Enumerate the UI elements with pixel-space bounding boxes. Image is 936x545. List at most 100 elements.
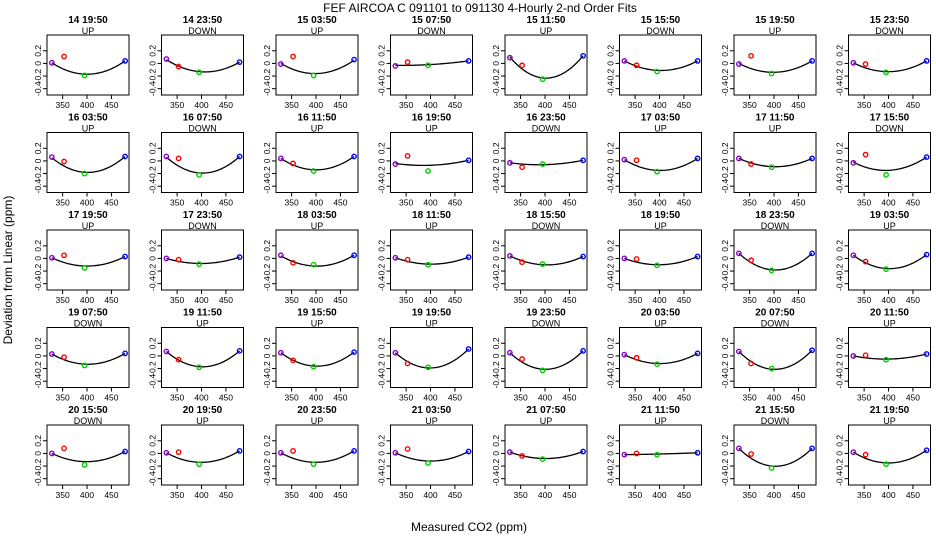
y-tick-label: 0: [377, 256, 387, 261]
y-tick-label: -0.4: [835, 276, 845, 291]
y-tick-label: -0.2: [148, 361, 158, 376]
panel-time-label: 17 15:50: [870, 113, 910, 124]
panel-time-label: 19 03:50: [870, 210, 910, 221]
panel-direction-label: UP: [196, 319, 209, 329]
panel-time-label: 15 15:50: [641, 15, 681, 26]
data-point: [351, 252, 357, 259]
panel-direction-label: DOWN: [532, 124, 561, 134]
x-tick-label: 450: [104, 393, 118, 403]
panel-time-label: 19 23:50: [526, 308, 566, 319]
data-point: [61, 252, 67, 259]
panel-direction-label: DOWN: [188, 221, 217, 231]
y-tick-label: 0: [606, 61, 616, 66]
y-tick-label: 0: [33, 61, 43, 66]
data-point: [236, 347, 243, 354]
y-tick-label: -0.2: [835, 458, 845, 473]
x-tick-label: 450: [219, 295, 233, 305]
data-point: [61, 53, 67, 60]
panel-time-label: 15 07:50: [412, 15, 452, 26]
y-tick-label: -0.4: [491, 276, 501, 291]
y-tick-label: 0: [377, 353, 387, 358]
fit-curve: [509, 55, 584, 79]
chart-title: FEF AIRCOA C 091101 to 091130 4-Hourly 2…: [323, 1, 637, 15]
panel-direction-label: UP: [82, 124, 95, 134]
y-tick-label: 0.2: [606, 142, 616, 154]
data-point: [175, 256, 182, 263]
data-point: [163, 56, 170, 62]
x-tick-label: 350: [857, 295, 871, 305]
panel-frame: [504, 132, 588, 193]
x-tick-label: 350: [285, 295, 299, 305]
x-tick-label: 400: [881, 295, 895, 305]
data-point: [175, 155, 182, 162]
data-point: [81, 362, 88, 369]
x-tick-label: 350: [285, 393, 299, 403]
y-tick-label: 0.2: [262, 435, 272, 447]
y-tick-label: -0.4: [720, 471, 730, 486]
data-point: [351, 349, 357, 356]
panel-frame: [504, 327, 588, 388]
x-tick-label: 450: [448, 198, 462, 208]
y-tick-label: -0.2: [377, 166, 387, 181]
data-point: [519, 164, 525, 171]
panel-time-label: 17 23:50: [183, 210, 223, 221]
x-tick-label: 450: [333, 100, 347, 110]
y-tick-label: -0.2: [720, 458, 730, 473]
x-tick-label: 400: [881, 100, 895, 110]
x-tick-label: 450: [448, 295, 462, 305]
y-tick-label: 0: [148, 256, 158, 261]
data-point: [392, 63, 399, 69]
y-tick-label: 0: [606, 256, 616, 261]
panel-frame: [161, 327, 244, 388]
fit-curve: [395, 159, 469, 167]
panel-time-label: 17 03:50: [641, 113, 681, 124]
fit-curve: [738, 60, 813, 73]
y-tick-label: -0.2: [148, 166, 158, 181]
data-point: [519, 453, 525, 459]
x-tick-label: 350: [56, 100, 70, 110]
data-point: [850, 353, 857, 359]
y-tick-label: 0.2: [377, 142, 387, 154]
panel-frame: [275, 132, 359, 193]
panel-time-label: 16 07:50: [183, 113, 223, 124]
fit-curve: [166, 450, 240, 463]
panel-direction-label: UP: [654, 124, 667, 134]
y-tick-label: 0: [262, 256, 272, 261]
x-tick-label: 450: [219, 393, 233, 403]
y-tick-label: -0.2: [262, 68, 272, 83]
y-tick-label: -0.2: [262, 361, 272, 376]
data-point: [768, 164, 775, 171]
x-tick-label: 400: [80, 490, 94, 500]
x-tick-label: 450: [906, 198, 920, 208]
data-point: [768, 465, 775, 471]
panel-time-label: 17 19:50: [68, 210, 108, 221]
panel-direction-label: DOWN: [875, 124, 904, 134]
y-tick-label: -0.2: [491, 361, 501, 376]
x-tick-label: 450: [448, 393, 462, 403]
panel-time-label: 19 15:50: [297, 308, 337, 319]
x-tick-label: 400: [423, 198, 437, 208]
panel-frame: [619, 132, 702, 193]
data-point: [392, 449, 399, 456]
data-point: [310, 261, 317, 268]
panel-frame: [619, 424, 702, 486]
data-point: [236, 59, 243, 66]
x-tick-label: 450: [104, 100, 118, 110]
y-tick-label: -0.4: [835, 179, 845, 194]
data-point: [694, 57, 701, 64]
panel-time-label: 20 19:50: [183, 405, 223, 416]
x-tick-label: 400: [538, 490, 552, 500]
panel-time-label: 20 15:50: [68, 405, 108, 416]
data-point: [425, 261, 431, 268]
y-tick-label: 0.2: [33, 142, 43, 154]
data-point: [809, 347, 815, 354]
data-point: [196, 69, 202, 76]
y-tick-label: -0.2: [262, 263, 272, 278]
panel-time-label: 21 07:50: [526, 405, 566, 416]
